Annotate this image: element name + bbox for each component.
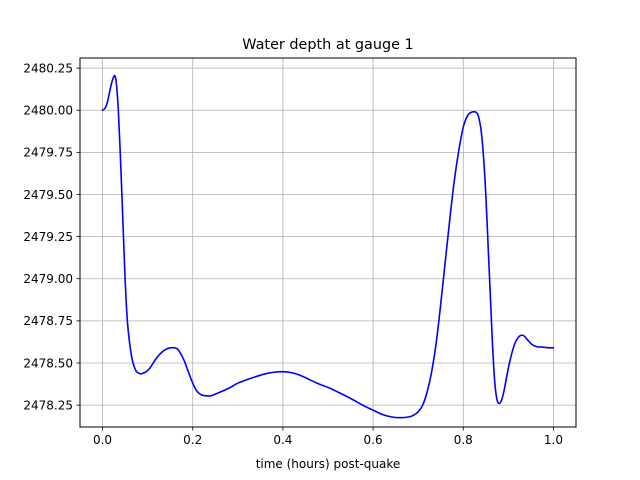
y-tick-label: 2479.75 [23, 146, 73, 160]
x-axis-ticks: 0.0 0.2 0.4 0.6 0.8 1.0 [93, 427, 563, 447]
x-axis-label: time (hours) post-quake [256, 457, 401, 471]
y-tick-label: 2479.00 [23, 272, 73, 286]
y-axis-ticks: 2478.25 2478.50 2478.75 2479.00 2479.25 2479.… [23, 61, 80, 412]
x-tick-label: 0.6 [364, 433, 383, 447]
y-tick-label: 2480.00 [23, 104, 73, 118]
x-tick-label: 0.4 [273, 433, 292, 447]
series-line-gauge-1 [101, 74, 555, 419]
y-tick-label: 2478.25 [23, 398, 73, 412]
y-tick-label: 2478.50 [23, 356, 73, 370]
x-tick-label: 0.2 [183, 433, 202, 447]
x-tick-label: 0.0 [93, 433, 112, 447]
x-tick-label: 0.8 [454, 433, 473, 447]
x-tick-label: 1.0 [544, 433, 563, 447]
chart-title: Water depth at gauge 1 [242, 37, 413, 53]
y-tick-label: 2480.25 [23, 61, 73, 75]
y-tick-label: 2478.75 [23, 314, 73, 328]
grid [80, 58, 576, 427]
y-tick-label: 2479.25 [23, 230, 73, 244]
y-tick-label: 2479.50 [23, 188, 73, 202]
series-layer [101, 74, 555, 419]
axes-frame [79, 57, 577, 428]
